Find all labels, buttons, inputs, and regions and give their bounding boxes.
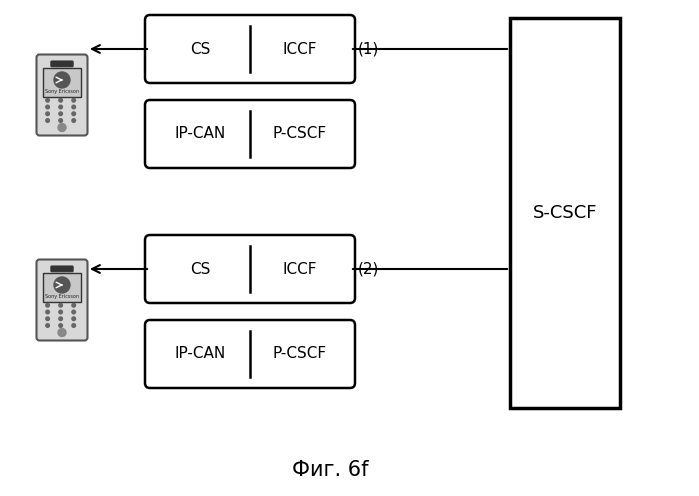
Circle shape: [59, 105, 62, 109]
FancyBboxPatch shape: [145, 15, 355, 83]
Text: CS: CS: [190, 261, 210, 276]
Text: S-CSCF: S-CSCF: [533, 204, 597, 222]
Circle shape: [46, 98, 50, 102]
Circle shape: [46, 304, 50, 307]
Circle shape: [58, 328, 66, 336]
Text: P-CSCF: P-CSCF: [273, 126, 327, 141]
Text: Sony Ericsson: Sony Ericsson: [45, 294, 79, 299]
FancyBboxPatch shape: [145, 100, 355, 168]
Circle shape: [72, 304, 75, 307]
Circle shape: [72, 112, 75, 116]
Text: ICCF: ICCF: [283, 42, 317, 57]
Circle shape: [59, 310, 62, 314]
Text: (1): (1): [358, 42, 380, 57]
Circle shape: [72, 119, 75, 123]
Circle shape: [59, 112, 62, 116]
Circle shape: [59, 317, 62, 320]
Circle shape: [72, 105, 75, 109]
Circle shape: [59, 119, 62, 123]
Bar: [510, 18, 620, 408]
Bar: [43, 273, 81, 302]
Bar: [43, 68, 81, 97]
FancyBboxPatch shape: [51, 266, 73, 272]
Circle shape: [46, 324, 50, 327]
Circle shape: [46, 310, 50, 314]
Text: CS: CS: [190, 42, 210, 57]
Text: ICCF: ICCF: [283, 261, 317, 276]
Circle shape: [54, 72, 70, 88]
FancyBboxPatch shape: [36, 259, 87, 340]
FancyBboxPatch shape: [145, 320, 355, 388]
Text: IP-CAN: IP-CAN: [174, 347, 226, 362]
Circle shape: [54, 277, 70, 293]
Circle shape: [46, 317, 50, 320]
Circle shape: [46, 112, 50, 116]
Circle shape: [72, 98, 75, 102]
Circle shape: [46, 119, 50, 123]
Text: (2): (2): [358, 261, 380, 276]
Circle shape: [58, 124, 66, 131]
Circle shape: [59, 324, 62, 327]
Text: Фиг. 6f: Фиг. 6f: [291, 460, 368, 480]
Circle shape: [46, 105, 50, 109]
Text: P-CSCF: P-CSCF: [273, 347, 327, 362]
Circle shape: [59, 304, 62, 307]
FancyBboxPatch shape: [51, 61, 73, 67]
Circle shape: [59, 98, 62, 102]
Text: IP-CAN: IP-CAN: [174, 126, 226, 141]
Circle shape: [72, 324, 75, 327]
FancyBboxPatch shape: [36, 55, 87, 135]
FancyBboxPatch shape: [145, 235, 355, 303]
Circle shape: [72, 310, 75, 314]
Circle shape: [72, 317, 75, 320]
Text: Sony Ericsson: Sony Ericsson: [45, 89, 79, 94]
